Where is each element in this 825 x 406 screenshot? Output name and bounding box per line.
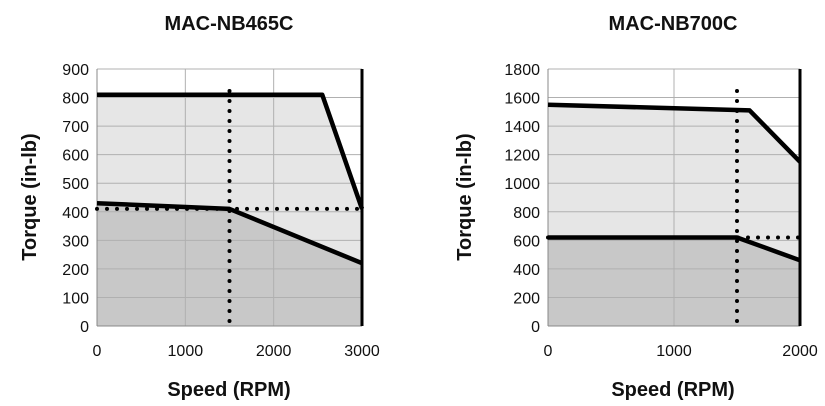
y-tick-label: 800 <box>513 205 540 222</box>
x-tick-label: 2000 <box>782 343 818 360</box>
y-tick-label: 1200 <box>504 148 540 165</box>
intermittent-torque-line <box>97 92 365 210</box>
continuous-torque-line <box>96 200 363 266</box>
continuous-torque-line <box>548 235 801 263</box>
y-tick-label: 100 <box>62 290 89 307</box>
rated-region-fill <box>97 203 362 326</box>
x-tick-label: 1000 <box>168 343 204 360</box>
chart-title-left: MAC-NB465C <box>165 13 294 35</box>
y-tick-label: 600 <box>62 148 89 165</box>
chart-title-right: MAC-NB700C <box>609 13 738 35</box>
y-tick-label: 0 <box>531 319 540 336</box>
y-tick-label: 900 <box>62 62 89 79</box>
y-tick-label: 200 <box>62 262 89 279</box>
y-tick-label: 600 <box>513 233 540 250</box>
x-tick-label: 2000 <box>256 343 292 360</box>
intermittent-torque-line <box>547 102 802 164</box>
y-tick-label: 0 <box>80 319 89 336</box>
x-axis-title-left: Speed (RPM) <box>167 379 290 401</box>
y-tick-label: 700 <box>62 119 89 136</box>
chart-mac-nb700c: MAC-NB700C Speed (RPM) Torque (in-lb) 0 2… <box>454 13 818 401</box>
x-tick-label: 0 <box>93 343 102 360</box>
y-tick-label: 300 <box>62 233 89 250</box>
x-axis-title-right: Speed (RPM) <box>611 379 734 401</box>
y-tick-label: 400 <box>513 262 540 279</box>
y-tick-label: 400 <box>62 205 89 222</box>
chart-mac-nb465c: MAC-NB465C Speed (RPM) Torque (in-lb) 0 1… <box>19 13 380 401</box>
plot-area-right: 0 200 400 600 800 1000 1200 1400 1600 1800 0 1000 20… <box>504 62 817 360</box>
y-tick-label: 800 <box>62 91 89 108</box>
x-tick-label: 0 <box>544 343 553 360</box>
y-tick-label: 1600 <box>504 91 540 108</box>
y-tick-label: 1800 <box>504 62 540 79</box>
x-tick-label: 1000 <box>656 343 692 360</box>
y-tick-label: 500 <box>62 176 89 193</box>
y-tick-label: 1400 <box>504 119 540 136</box>
y-axis-title-left: Torque (in-lb) <box>19 133 41 260</box>
y-tick-label: 1000 <box>504 176 540 193</box>
y-axis-title-right: Torque (in-lb) <box>454 133 476 260</box>
y-tick-label: 200 <box>513 290 540 307</box>
x-tick-label: 3000 <box>344 343 380 360</box>
plot-area-left: 0 100 200 300 400 500 600 700 800 900 0 1000 2000 300… <box>62 62 380 360</box>
